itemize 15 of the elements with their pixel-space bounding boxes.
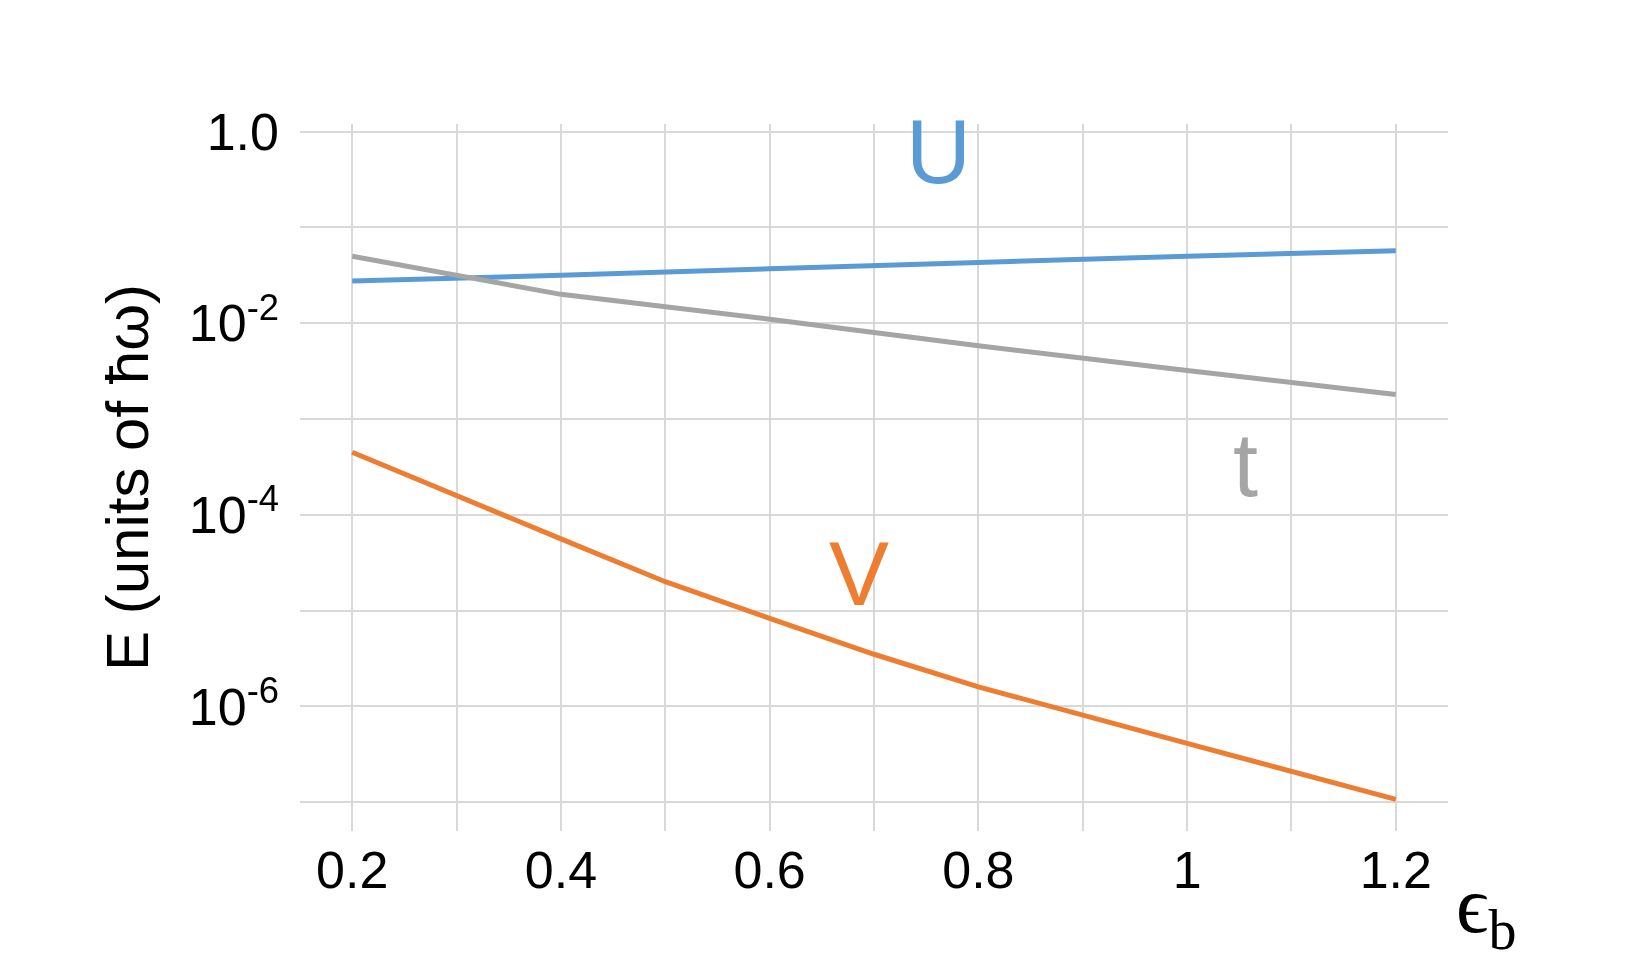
x-tick-label: 0.4 [524, 841, 598, 899]
y-tick-label: 10$^{-4}$ [188, 478, 279, 544]
y-tick-label: 10$^{-2}$ [188, 286, 279, 353]
series-label: V [829, 524, 890, 624]
series-label: U [906, 102, 971, 202]
x-tick-label: 0.2 [316, 841, 389, 899]
x-tick-label: 0.6 [733, 841, 806, 899]
series-label: t [1233, 415, 1259, 515]
y-tick-label: 10$^{-6}$ [188, 669, 279, 736]
x-tick-label: 1.2 [1359, 841, 1432, 899]
y-tick-label: 1.0 [206, 102, 279, 161]
y-axis-title: E (units of ħω) [94, 284, 162, 671]
x-tick-label: 1 [1172, 841, 1202, 899]
x-axis-title: ϵ$_{b}$ [1456, 861, 1517, 960]
x-tick-label: 0.8 [942, 841, 1015, 899]
